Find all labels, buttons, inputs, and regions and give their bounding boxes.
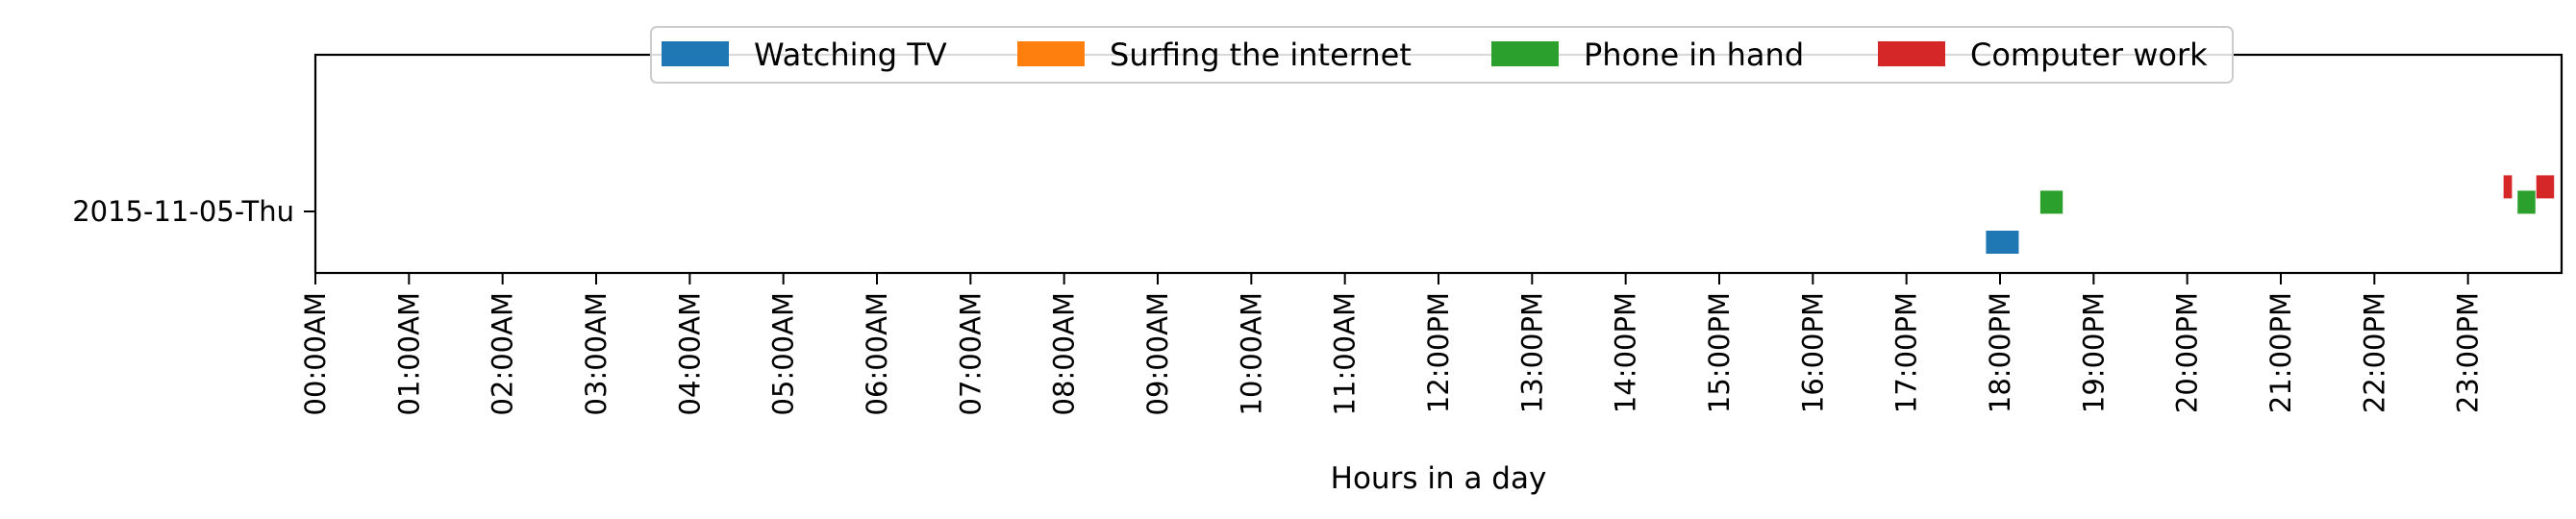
legend-swatch [1017,41,1085,66]
plot-frame [313,53,2563,275]
legend: Watching TV Surfing the internet Phone in … [650,26,2234,84]
x-tick-label: 00:00AM [299,292,332,415]
x-tick-label: 18:00PM [1984,292,2016,413]
legend-box [650,26,2234,84]
legend-entry-label: Surfing the internet [1110,37,1412,73]
x-tick-label: 10:00AM [1235,292,1267,415]
x-tick-label: 14:00PM [1610,292,1642,413]
x-tick-label: 13:00PM [1515,292,1548,413]
bar-phone-in-hand [2039,190,2063,214]
x-tick-label: 03:00AM [580,292,613,415]
x-tick-label: 16:00PM [1796,292,1829,413]
x-axis: 00:00AM 01:00AM 02:00AM 03:00AM 04:00AM 05:00… [299,273,2485,415]
x-tick-label: 05:00AM [767,292,800,415]
legend-swatch [1878,41,1945,66]
x-tick-label: 11:00AM [1329,292,1362,415]
x-tick-label: 15:00PM [1703,292,1736,413]
x-tick-label: 08:00AM [1048,292,1081,415]
x-tick-label: 17:00PM [1890,292,1923,413]
legend-entry-label: Watching TV [754,37,947,73]
x-axis-label: Hours in a day [1331,461,1547,496]
x-tick-label: 04:00AM [673,292,706,415]
x-tick-label: 23:00PM [2452,292,2485,413]
x-tick-label: 07:00AM [954,292,987,415]
x-tick-label: 09:00AM [1141,292,1174,415]
x-tick-label: 19:00PM [2077,292,2110,413]
legend-swatch [662,41,729,66]
bar-watching-tv [1986,231,2019,254]
y-axis: 2015-11-05-Thu [72,195,315,228]
bar-computer-work [2503,175,2513,199]
x-tick-label: 12:00PM [1422,292,1455,413]
y-tick-label: 2015-11-05-Thu [72,195,294,228]
x-tick-label: 06:00AM [861,292,893,415]
x-tick-label: 22:00PM [2358,292,2390,413]
bar-phone-in-hand [2517,190,2536,214]
legend-swatch [1491,41,1559,66]
bar-computer-work [2536,175,2555,199]
legend-entry-label: Computer work [1970,37,2208,73]
x-tick-label: 21:00PM [2264,292,2297,413]
legend-entry-label: Phone in hand [1584,37,1804,73]
x-tick-label: 02:00AM [487,292,519,415]
x-tick-label: 20:00PM [2171,292,2204,413]
x-tick-label: 01:00AM [392,292,425,415]
activity-bars [1986,175,2555,254]
